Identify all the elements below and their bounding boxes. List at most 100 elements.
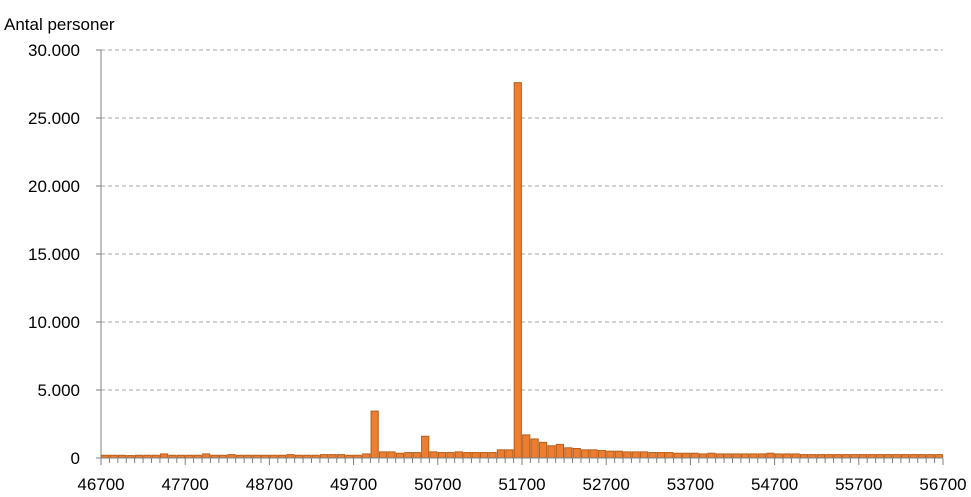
x-tick-label: 53700 bbox=[667, 475, 714, 494]
bar bbox=[867, 454, 876, 459]
y-tick-label: 25.000 bbox=[28, 109, 80, 128]
bar bbox=[378, 451, 388, 459]
bar bbox=[741, 453, 750, 459]
x-tick-label: 51700 bbox=[498, 475, 545, 494]
bar bbox=[917, 454, 927, 459]
x-tick-label: 55700 bbox=[835, 475, 882, 494]
bar bbox=[858, 454, 868, 459]
bar bbox=[429, 451, 438, 459]
bar bbox=[707, 452, 716, 459]
gridlines bbox=[101, 49, 943, 391]
bar bbox=[926, 454, 935, 459]
bar bbox=[581, 449, 590, 459]
bar bbox=[454, 451, 463, 459]
bar bbox=[530, 438, 539, 459]
x-tick-label: 50700 bbox=[414, 475, 461, 494]
x-tick-label: 52700 bbox=[583, 475, 630, 494]
bar bbox=[160, 453, 169, 459]
bar bbox=[437, 452, 447, 459]
bar bbox=[513, 82, 522, 459]
bar bbox=[631, 451, 640, 459]
bar bbox=[682, 452, 691, 459]
y-tick-label: 5.000 bbox=[37, 381, 80, 400]
bar bbox=[690, 452, 699, 459]
bar bbox=[496, 449, 506, 459]
bar bbox=[892, 454, 901, 459]
bar bbox=[766, 452, 775, 459]
bar bbox=[774, 453, 783, 459]
bar bbox=[488, 452, 497, 459]
bar bbox=[589, 449, 598, 459]
x-axis-ticks: 46700 47700 48700 49700 50700 51700 52700 53700… bbox=[77, 475, 966, 494]
bar bbox=[825, 454, 834, 459]
bar bbox=[505, 449, 514, 459]
bar bbox=[909, 454, 918, 459]
bar bbox=[320, 454, 329, 459]
x-tick-label: 46700 bbox=[77, 475, 124, 494]
bar bbox=[623, 451, 632, 459]
y-axis-title: Antal personer bbox=[4, 15, 115, 34]
y-tick-label: 10.000 bbox=[28, 313, 80, 332]
bar bbox=[901, 454, 910, 459]
bar bbox=[370, 410, 379, 459]
bar bbox=[412, 452, 421, 459]
bar bbox=[639, 451, 649, 459]
bar bbox=[362, 453, 371, 459]
bar bbox=[572, 447, 581, 459]
bar bbox=[808, 454, 817, 459]
x-tick-label: 47700 bbox=[162, 475, 209, 494]
bar bbox=[715, 453, 724, 459]
bar bbox=[757, 453, 767, 459]
bar bbox=[421, 435, 430, 459]
bar bbox=[648, 452, 657, 459]
y-axis-ticks: 0 5.000 10.000 15.000 20.000 25.000 30.000 bbox=[28, 41, 101, 468]
bar bbox=[732, 453, 741, 459]
bar bbox=[555, 443, 565, 459]
bar bbox=[202, 453, 211, 459]
bar bbox=[446, 452, 455, 459]
x-tick-label: 54700 bbox=[751, 475, 798, 494]
bar bbox=[597, 450, 607, 459]
bar bbox=[850, 454, 859, 459]
bar bbox=[471, 452, 480, 459]
bar bbox=[614, 450, 623, 459]
bar bbox=[749, 453, 758, 459]
bar bbox=[227, 454, 236, 459]
bar bbox=[606, 450, 615, 459]
x-tick-label: 48700 bbox=[246, 475, 293, 494]
bar bbox=[404, 452, 413, 459]
bar bbox=[816, 454, 826, 459]
y-tick-label: 0 bbox=[71, 449, 80, 468]
bar bbox=[538, 441, 548, 459]
bar bbox=[783, 453, 792, 459]
bar bbox=[395, 452, 405, 459]
bar bbox=[665, 452, 674, 459]
bar bbox=[564, 447, 573, 459]
bar bbox=[724, 453, 733, 459]
bar bbox=[387, 451, 396, 459]
bars bbox=[101, 82, 943, 459]
bar bbox=[791, 453, 800, 459]
bar bbox=[833, 454, 842, 459]
bar bbox=[547, 445, 556, 459]
axes bbox=[100, 50, 944, 465]
bar bbox=[480, 452, 489, 459]
bar bbox=[286, 454, 295, 459]
bar bbox=[463, 452, 472, 459]
bar bbox=[673, 452, 682, 459]
bar bbox=[698, 453, 708, 459]
bar bbox=[328, 454, 337, 459]
bar bbox=[656, 452, 666, 459]
x-tick-label: 49700 bbox=[330, 475, 377, 494]
x-tick-label: 56700 bbox=[919, 475, 966, 494]
bar bbox=[522, 434, 531, 459]
y-tick-label: 15.000 bbox=[28, 245, 80, 264]
bar bbox=[336, 454, 346, 459]
y-tick-label: 20.000 bbox=[28, 177, 80, 196]
bar bbox=[799, 454, 809, 459]
bar bbox=[842, 454, 851, 459]
bar bbox=[934, 454, 943, 459]
bar bbox=[884, 454, 893, 459]
y-tick-label: 30.000 bbox=[28, 41, 80, 60]
